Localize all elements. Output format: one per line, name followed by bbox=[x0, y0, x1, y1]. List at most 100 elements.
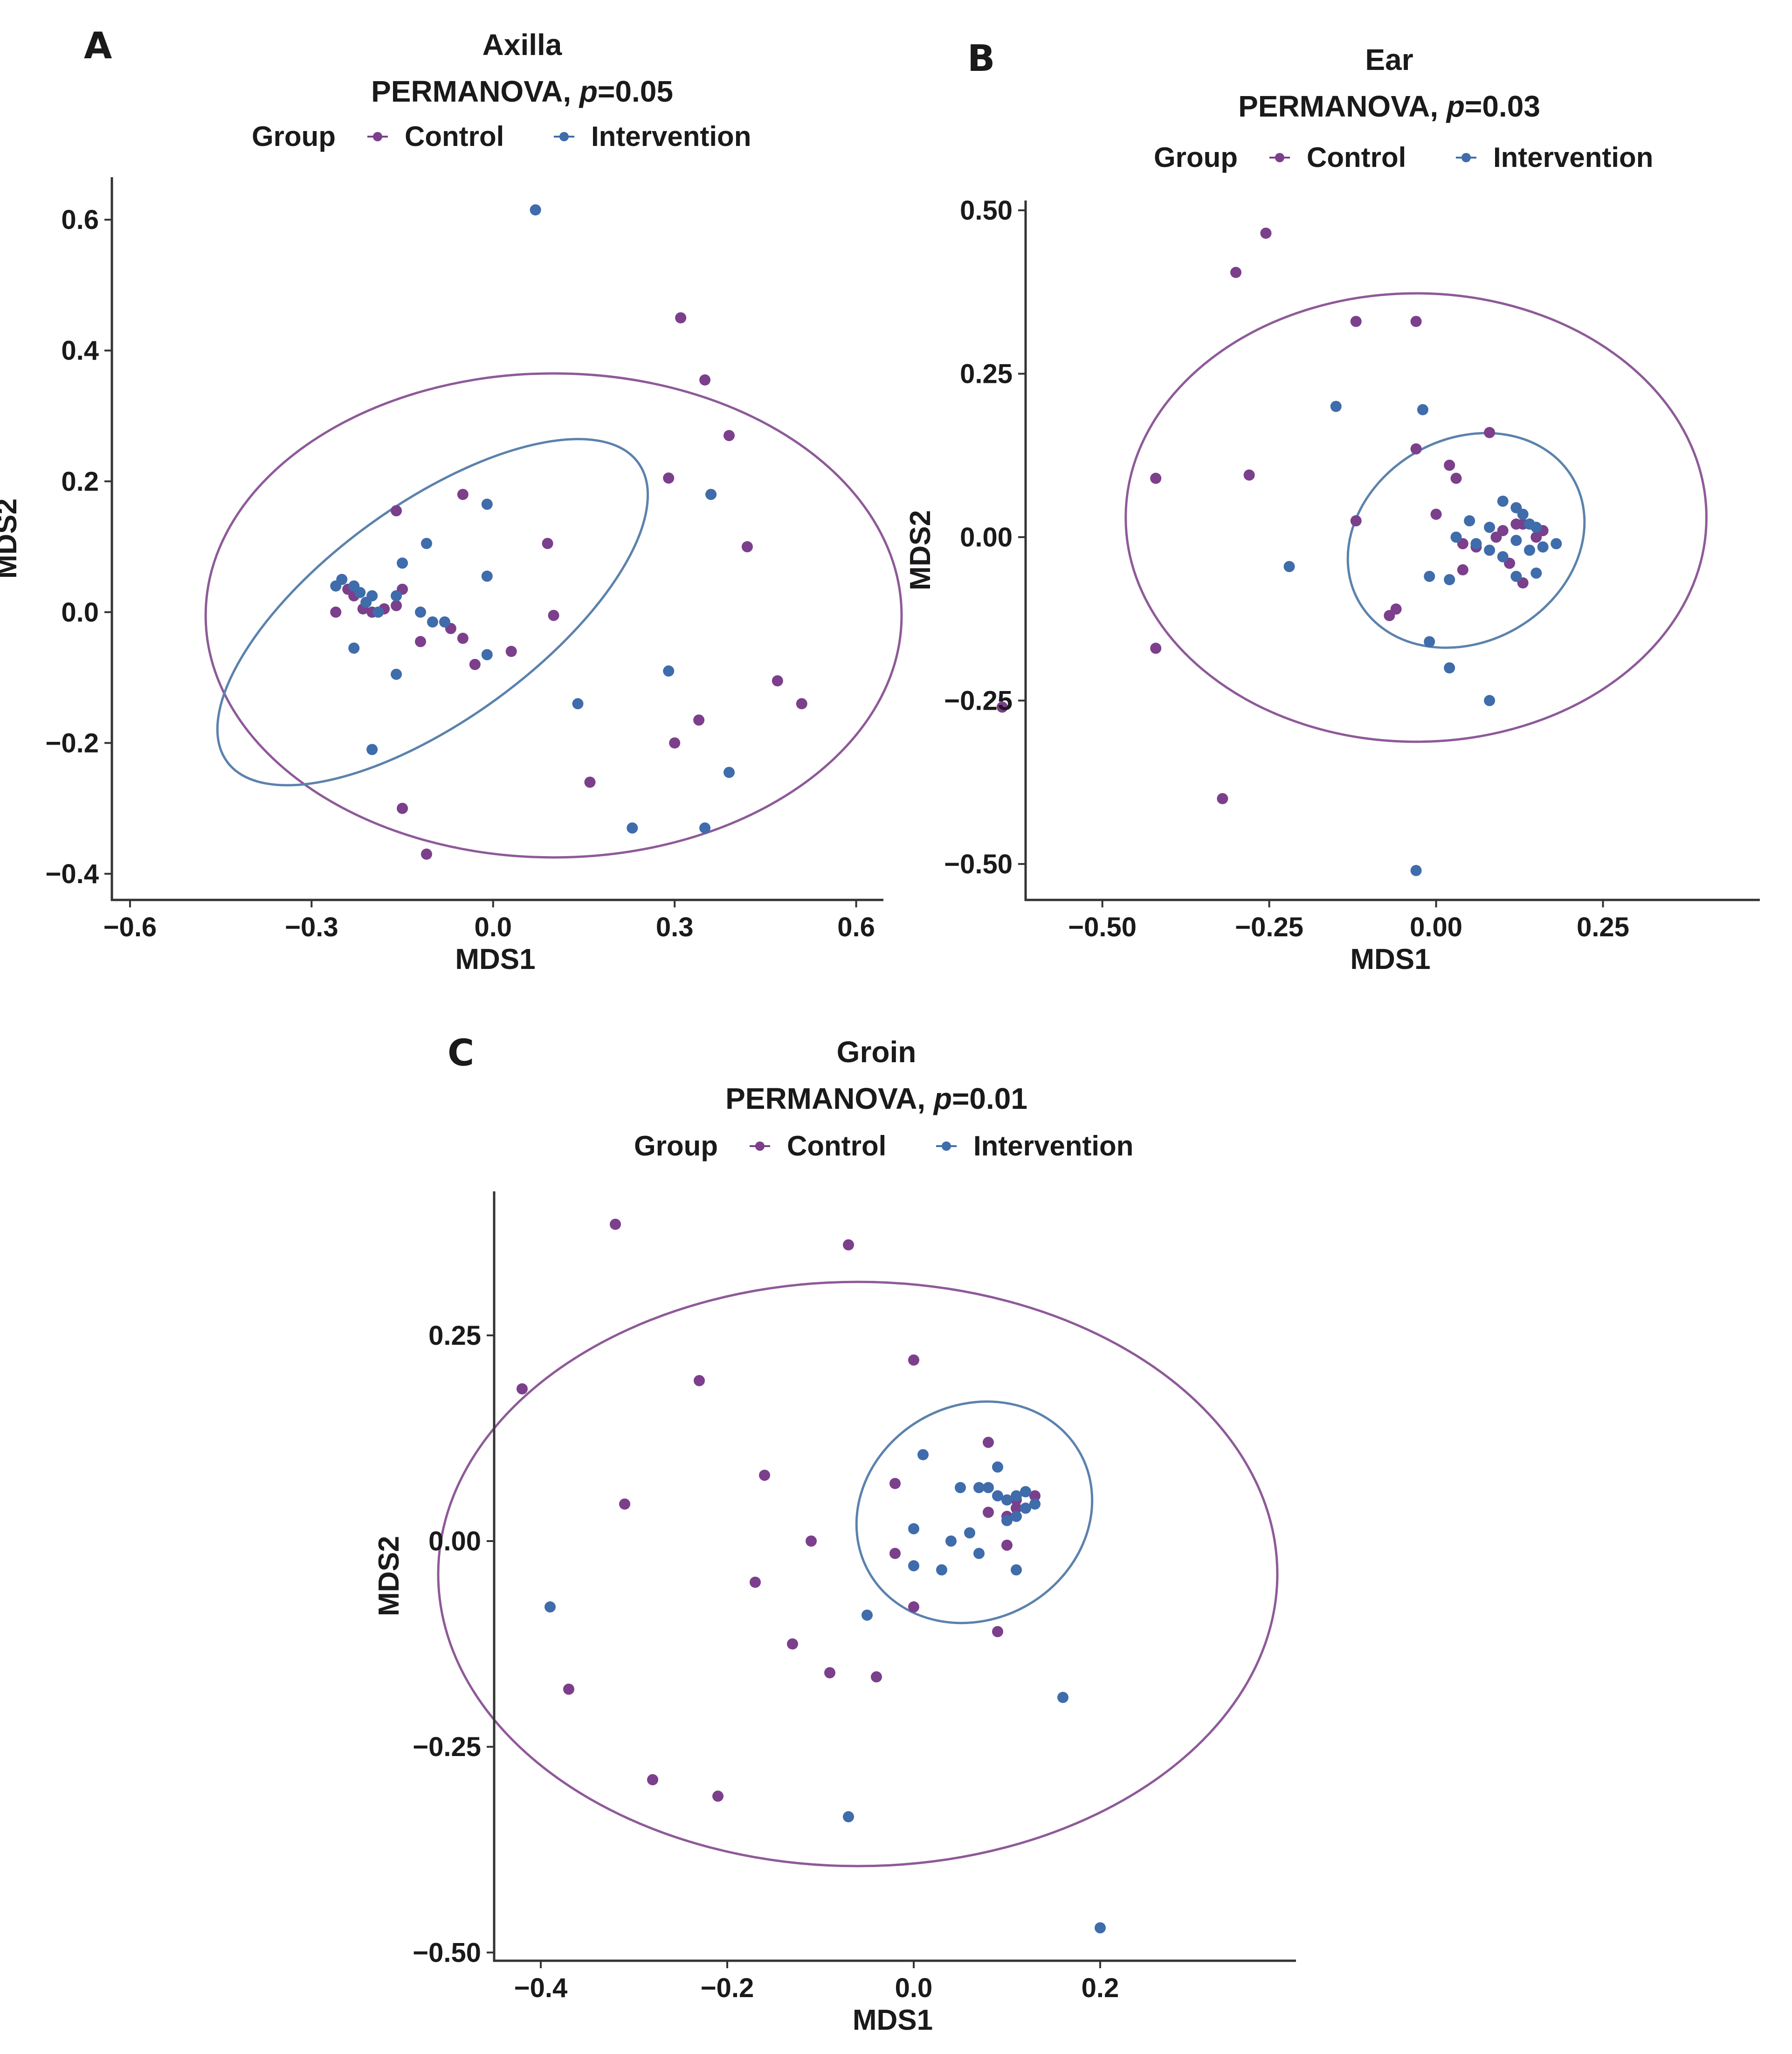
series-control bbox=[517, 1218, 1041, 1802]
point-control bbox=[563, 1683, 574, 1695]
point-intervention bbox=[1095, 1922, 1106, 1934]
point-intervention bbox=[1330, 401, 1342, 412]
subtitle-prefix: PERMANOVA, bbox=[725, 1082, 934, 1115]
point-intervention bbox=[945, 1535, 957, 1547]
y-tick-label: 0.4 bbox=[61, 336, 99, 366]
point-intervention bbox=[366, 590, 378, 602]
point-intervention bbox=[843, 1811, 854, 1823]
subtitle-p: p bbox=[933, 1082, 952, 1115]
point-intervention bbox=[366, 744, 378, 755]
subtitle-prefix: PERMANOVA, bbox=[1238, 90, 1447, 123]
ellipses bbox=[1124, 292, 1708, 743]
point-intervention bbox=[1011, 1511, 1022, 1522]
legend-label-intervention: Intervention bbox=[973, 1130, 1133, 1162]
point-intervention bbox=[427, 616, 438, 628]
point-intervention bbox=[1444, 662, 1455, 674]
series-control bbox=[996, 228, 1549, 804]
legend-label-intervention: Intervention bbox=[591, 121, 751, 152]
subtitle-value: =0.01 bbox=[952, 1082, 1027, 1115]
x-axis-title: MDS1 bbox=[853, 2004, 933, 2036]
x-tick-label: −0.4 bbox=[514, 1973, 568, 2003]
point-control bbox=[1350, 316, 1362, 327]
x-tick-label: 0.3 bbox=[656, 912, 694, 942]
subtitle-p: p bbox=[579, 75, 598, 108]
point-control bbox=[584, 776, 596, 788]
point-control bbox=[517, 1383, 528, 1395]
point-intervention bbox=[973, 1548, 985, 1559]
y-tick-label: −0.25 bbox=[413, 1732, 481, 1762]
y-axis-title: MDS2 bbox=[904, 510, 937, 590]
point-control bbox=[772, 675, 783, 687]
point-intervention bbox=[917, 1449, 929, 1460]
point-intervention bbox=[699, 822, 711, 834]
point-intervention bbox=[1497, 495, 1509, 507]
point-intervention bbox=[544, 1601, 556, 1613]
point-control bbox=[889, 1478, 901, 1489]
point-intervention bbox=[1057, 1692, 1068, 1703]
legend-title: Group bbox=[252, 121, 336, 152]
panel-letter: C bbox=[448, 1032, 474, 1074]
y-tick-label: 0.0 bbox=[61, 597, 99, 628]
point-control bbox=[712, 1791, 724, 1802]
y-tick-label: 0.25 bbox=[428, 1321, 481, 1351]
subtitle-value: =0.05 bbox=[598, 75, 673, 108]
chart-subtitle: PERMANOVA, p=0.05 bbox=[371, 75, 673, 108]
point-intervention bbox=[572, 698, 584, 710]
x-tick-label: 0.00 bbox=[1410, 912, 1462, 942]
ellipse-control bbox=[204, 372, 903, 859]
point-intervention bbox=[627, 822, 638, 834]
legend-label-intervention: Intervention bbox=[1493, 142, 1653, 173]
point-intervention bbox=[862, 1609, 873, 1621]
point-control bbox=[619, 1498, 630, 1510]
point-control bbox=[415, 636, 426, 647]
point-intervention bbox=[1001, 1515, 1013, 1526]
point-intervention bbox=[908, 1560, 919, 1571]
y-tick-label: 0.00 bbox=[428, 1526, 481, 1556]
subtitle-p: p bbox=[1446, 90, 1465, 123]
point-control bbox=[889, 1548, 901, 1559]
point-control bbox=[843, 1239, 854, 1251]
point-control bbox=[505, 645, 517, 657]
legend-label-control: Control bbox=[787, 1130, 886, 1162]
point-intervention bbox=[439, 616, 450, 628]
series-intervention bbox=[1283, 401, 1562, 876]
subtitle-value: =0.03 bbox=[1465, 90, 1540, 123]
point-intervention bbox=[354, 587, 366, 598]
point-control bbox=[1450, 472, 1462, 484]
panel-a: A Axilla PERMANOVA, p=0.05 Group Control Inte… bbox=[0, 25, 903, 975]
x-tick-label: −0.2 bbox=[701, 1973, 754, 2003]
legend-key-intervention-dot bbox=[559, 132, 569, 141]
x-axis-title: MDS1 bbox=[1350, 943, 1430, 975]
point-intervention bbox=[1020, 1486, 1031, 1498]
point-control bbox=[391, 600, 402, 611]
point-control bbox=[1410, 443, 1422, 455]
point-intervention bbox=[1020, 1502, 1031, 1514]
x-tick-label: −0.6 bbox=[103, 912, 157, 942]
point-intervention bbox=[1497, 551, 1509, 563]
point-control bbox=[824, 1667, 835, 1679]
point-control bbox=[1260, 228, 1272, 239]
x-tick-label: −0.25 bbox=[1235, 912, 1303, 942]
y-tick-label: 0.25 bbox=[960, 359, 1013, 389]
x-tick-label: −0.3 bbox=[285, 912, 338, 942]
ellipse-control bbox=[437, 1280, 1279, 1867]
point-control bbox=[1410, 316, 1422, 327]
x-tick-label: 0.25 bbox=[1577, 912, 1629, 942]
point-control bbox=[1230, 267, 1242, 278]
point-control bbox=[694, 1375, 705, 1386]
point-intervention bbox=[1464, 515, 1475, 526]
panel-letter: B bbox=[967, 38, 995, 80]
point-intervention bbox=[964, 1527, 975, 1539]
point-control bbox=[908, 1354, 919, 1366]
ellipses bbox=[204, 372, 903, 859]
point-control bbox=[699, 374, 711, 386]
legend: Group Control Intervention bbox=[1154, 142, 1653, 173]
y-tick-label: −0.50 bbox=[413, 1937, 481, 1968]
x-tick-label: 0.0 bbox=[474, 912, 512, 942]
point-intervention bbox=[705, 489, 717, 500]
point-control bbox=[992, 1626, 1003, 1638]
legend-label-control: Control bbox=[405, 121, 504, 152]
point-control bbox=[741, 541, 753, 553]
